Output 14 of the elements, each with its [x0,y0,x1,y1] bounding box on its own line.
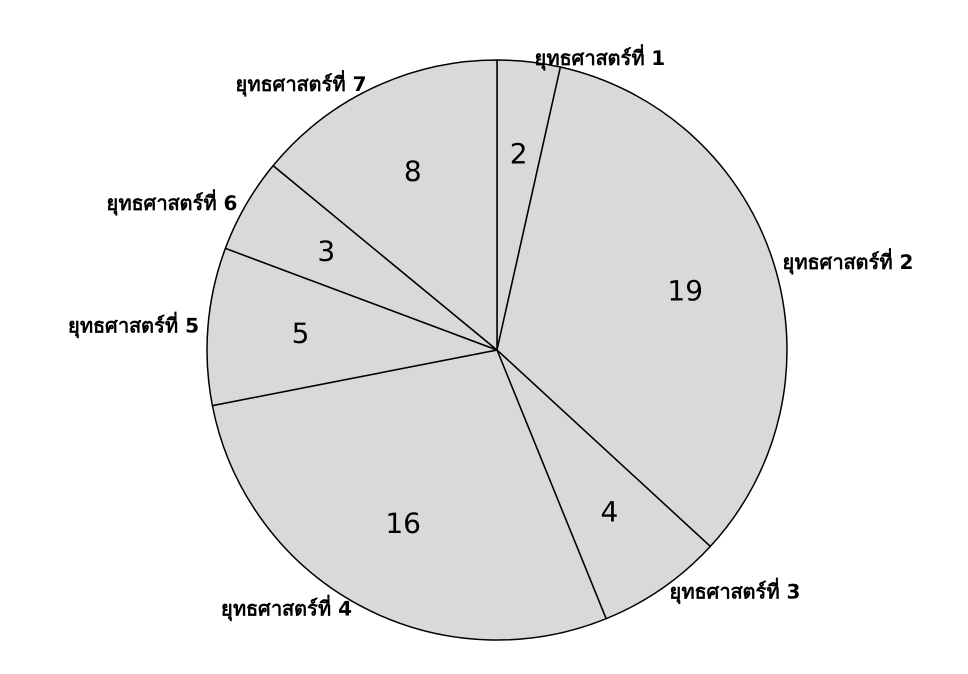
slice-label: ยุทธศาสตร์ที่ 1 [534,42,666,71]
data-label: 3 [317,234,336,268]
data-label: 8 [404,155,422,188]
data-label: 2 [510,137,528,170]
slice-label: ยุทธศาสตร์ที่ 4 [221,594,352,622]
data-label: 16 [385,506,421,540]
slice-label: ยุทธศาสตร์ที่ 5 [68,310,200,339]
data-label: 5 [292,317,310,350]
data-label: 19 [667,274,704,308]
slice-label: ยุทธศาสตร์ที่ 2 [782,247,914,276]
slice-label: ยุทธศาสตร์ที่ 7 [236,69,367,98]
slice-label: ยุทธศาสตร์ที่ 3 [670,576,800,605]
slice-label: ยุทธศาสตร์ที่ 6 [106,188,238,216]
data-label: 4 [600,496,618,529]
